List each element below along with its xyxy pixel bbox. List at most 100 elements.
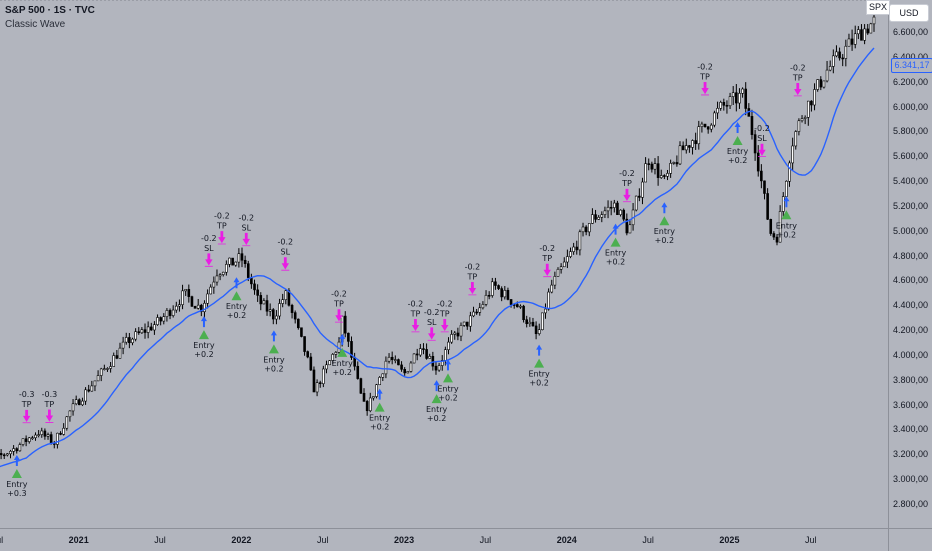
exit-label: SL <box>204 244 214 253</box>
entry-arrow-icon <box>783 196 790 208</box>
candle-body <box>785 180 788 197</box>
candle-body <box>71 403 75 412</box>
time-axis[interactable]: Jul 2021 Jul 2022 Jul 2023 Jul 2024 Jul 2025 Jul <box>0 528 888 551</box>
candle-body <box>96 375 100 382</box>
exit-label: SL <box>757 134 767 143</box>
entry-triangle-icon <box>431 394 442 404</box>
entry-triangle-icon <box>337 347 348 357</box>
candle-body <box>281 299 284 304</box>
candle-body <box>112 355 116 367</box>
price-axis[interactable]: 6.600,00 6.400,00 6.200,00 6.000,00 5.800,00… <box>888 0 932 550</box>
candle-body <box>237 253 241 263</box>
candle-body <box>134 331 137 340</box>
candle-body <box>810 100 813 106</box>
candle-body <box>325 364 328 370</box>
price-chart[interactable]: Entry+0.3-0.3TPEntry+0.3-0.3TP-0.3TPEntr… <box>0 0 888 528</box>
exit-arrow-icon <box>440 318 449 333</box>
candle-body <box>428 356 432 359</box>
candle-body <box>18 444 22 452</box>
candle-body <box>384 360 388 375</box>
price-axis-label: 4.200,00 <box>893 325 929 336</box>
candle-body <box>168 310 172 316</box>
current-price-label: 6.341,17 <box>891 58 932 74</box>
axis-corner <box>888 528 932 551</box>
candle-body <box>503 289 507 298</box>
exit-label: -0.2 <box>465 262 481 271</box>
candle-body <box>297 318 300 329</box>
candle-body <box>84 389 87 402</box>
candle-body <box>403 369 406 374</box>
candle-body <box>647 163 651 165</box>
entry-arrow-icon <box>433 380 440 392</box>
candle-body <box>409 362 413 372</box>
candle-body <box>462 321 466 326</box>
entry-label: Entry <box>6 480 28 489</box>
exit-label: SL <box>241 223 251 232</box>
candle-body <box>46 434 50 437</box>
price-axis-label: 6.000,00 <box>893 101 929 112</box>
price-axis-label: 4.600,00 <box>893 275 929 286</box>
candle-body <box>143 329 147 333</box>
price-axis-label: 2.800,00 <box>893 499 929 509</box>
candle-body <box>434 365 438 371</box>
candle-body <box>12 448 15 452</box>
price-axis-label: 3.800,00 <box>893 374 929 385</box>
candle-body <box>394 359 397 361</box>
price-axis-label: 6.200,00 <box>893 76 929 87</box>
candle-body <box>387 356 391 362</box>
candle-body <box>600 214 604 218</box>
candle-body <box>481 304 485 309</box>
entry-arrow-icon <box>13 455 20 467</box>
candle-body <box>106 368 109 370</box>
currency-button[interactable]: USD <box>889 4 929 22</box>
entry-triangle-icon <box>610 237 621 247</box>
candle-body <box>137 331 141 334</box>
candle-body <box>537 329 541 335</box>
exit-label: SL <box>427 318 437 327</box>
candle-body <box>541 312 544 331</box>
candle-body <box>306 351 310 358</box>
candle-body <box>93 380 97 387</box>
candle-body <box>212 281 216 288</box>
candle-body <box>425 349 428 359</box>
time-axis-label: Jul <box>642 535 654 545</box>
candle-body <box>497 285 500 289</box>
candle-body <box>21 438 25 445</box>
entry-label: Entry <box>226 302 248 311</box>
candle-body <box>694 140 697 145</box>
candle-body <box>775 236 779 243</box>
time-axis-label: 2021 <box>68 535 89 545</box>
candle-body <box>81 400 84 406</box>
candle-body <box>587 223 591 233</box>
candle-body <box>256 289 259 296</box>
candle-body <box>578 231 582 251</box>
price-axis-label: 5.200,00 <box>893 200 929 211</box>
candle-body <box>822 80 826 88</box>
entry-arrow-icon <box>270 330 277 342</box>
candle-body <box>43 430 47 437</box>
candle-body <box>494 281 497 286</box>
candle-body <box>816 79 819 90</box>
candle-body <box>594 214 597 220</box>
candle-body <box>487 294 491 297</box>
price-axis-label: 4.800,00 <box>893 250 929 261</box>
candle-body <box>675 162 679 165</box>
candle-body <box>860 29 863 41</box>
signals-group: Entry+0.3-0.3TPEntry+0.3-0.3TP-0.3TPEntr… <box>6 62 805 498</box>
candle-body <box>62 427 65 435</box>
exit-arrow-icon <box>757 143 766 158</box>
symbol-title[interactable]: S&P 500 · 1S · TVC <box>5 5 95 16</box>
candle-body <box>456 332 460 337</box>
exit-arrow-icon <box>543 263 552 278</box>
entry-label: Entry <box>193 341 215 350</box>
candle-body <box>444 349 447 361</box>
indicator-title[interactable]: Classic Wave <box>5 19 66 30</box>
candle-body <box>490 281 494 296</box>
candle-body <box>857 29 860 35</box>
candle-body <box>844 45 848 59</box>
entry-triangle-icon <box>659 216 670 226</box>
candle-body <box>187 289 191 297</box>
exit-label: -0.2 <box>437 299 453 308</box>
exit-label: TP <box>216 221 227 230</box>
exit-arrow-icon <box>281 257 290 271</box>
